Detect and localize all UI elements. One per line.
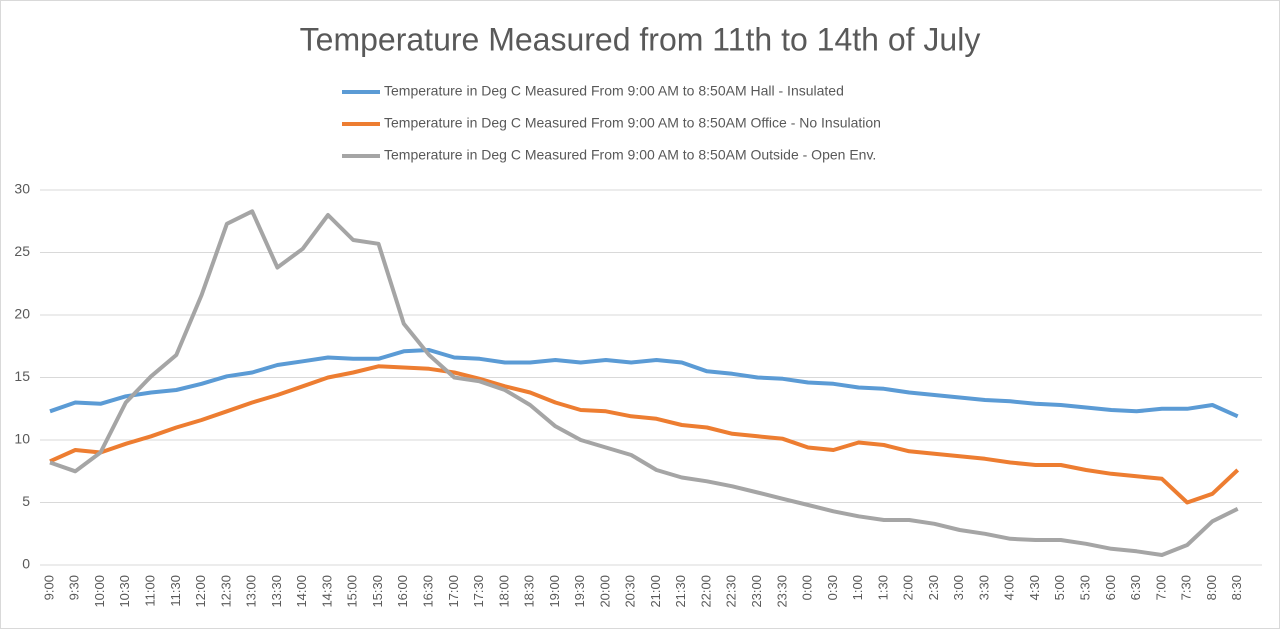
x-tick-label: 10:30 (117, 575, 132, 608)
x-tick-label: 9:30 (67, 575, 82, 600)
x-tick-label: 15:00 (345, 575, 360, 608)
x-tick-label: 2:30 (926, 575, 941, 600)
x-tick-label: 23:00 (749, 575, 764, 608)
x-tick-label: 19:00 (547, 575, 562, 608)
legend-label: Temperature in Deg C Measured From 9:00 … (384, 115, 881, 131)
x-tick-label: 4:30 (1027, 575, 1042, 600)
y-tick-label: 15 (14, 368, 30, 384)
x-tick-label: 20:00 (597, 575, 612, 608)
x-tick-label: 13:00 (244, 575, 259, 608)
chart-title: Temperature Measured from 11th to 14th o… (300, 21, 981, 57)
x-tick-label: 9:00 (41, 575, 56, 600)
x-tick-label: 23:30 (774, 575, 789, 608)
x-tick-label: 22:30 (724, 575, 739, 608)
y-tick-label: 25 (14, 243, 30, 259)
x-tick-label: 4:00 (1002, 575, 1017, 600)
x-tick-label: 8:30 (1229, 575, 1244, 600)
x-tick-label: 5:30 (1078, 575, 1093, 600)
x-tick-label: 21:00 (648, 575, 663, 608)
x-tick-label: 14:30 (319, 575, 334, 608)
x-tick-label: 2:00 (901, 575, 916, 600)
x-tick-label: 6:30 (1128, 575, 1143, 600)
x-tick-label: 5:00 (1052, 575, 1067, 600)
x-tick-label: 0:30 (825, 575, 840, 600)
x-tick-label: 8:00 (1204, 575, 1219, 600)
x-tick-label: 3:00 (951, 575, 966, 600)
x-tick-label: 18:30 (522, 575, 537, 608)
x-tick-label: 21:30 (673, 575, 688, 608)
x-tick-label: 0:00 (800, 575, 815, 600)
y-tick-label: 10 (14, 431, 30, 447)
x-tick-label: 13:30 (269, 575, 284, 608)
legend-label: Temperature in Deg C Measured From 9:00 … (384, 147, 876, 163)
x-tick-label: 11:00 (143, 575, 158, 607)
x-tick-label: 7:30 (1179, 575, 1194, 600)
y-tick-label: 20 (14, 306, 30, 322)
x-tick-label: 1:30 (875, 575, 890, 600)
x-tick-label: 3:30 (976, 575, 991, 600)
x-tick-label: 1:00 (850, 575, 865, 600)
x-tick-label: 12:30 (218, 575, 233, 608)
x-tick-label: 19:30 (572, 575, 587, 608)
legend-label: Temperature in Deg C Measured From 9:00 … (384, 83, 844, 99)
x-tick-label: 15:30 (370, 575, 385, 608)
x-tick-label: 16:30 (420, 575, 435, 608)
y-tick-label: 0 (22, 556, 30, 572)
x-tick-label: 14:00 (294, 575, 309, 608)
x-tick-label: 17:30 (471, 575, 486, 608)
x-tick-label: 7:00 (1153, 575, 1168, 600)
x-tick-label: 12:00 (193, 575, 208, 608)
x-tick-label: 10:00 (92, 575, 107, 608)
series-line (49, 348, 1239, 419)
x-tick-label: 18:00 (496, 575, 511, 608)
x-tick-label: 22:00 (698, 575, 713, 608)
series-line (49, 209, 1239, 557)
x-tick-label: 11:30 (168, 575, 183, 607)
x-tick-label: 20:30 (623, 575, 638, 608)
x-tick-label: 16:00 (395, 575, 410, 608)
series-line (49, 364, 1240, 505)
y-tick-label: 30 (14, 181, 30, 197)
x-tick-label: 6:00 (1103, 575, 1118, 600)
x-tick-label: 17:00 (446, 575, 461, 608)
y-tick-label: 5 (22, 493, 30, 509)
